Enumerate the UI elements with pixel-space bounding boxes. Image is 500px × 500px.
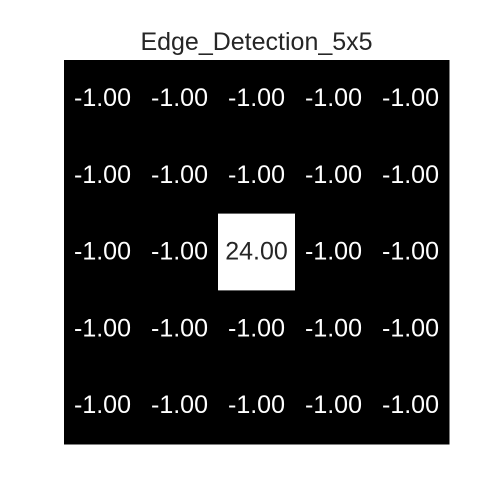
cell-value-label: -1.00	[305, 391, 362, 419]
heatmap-cell-r2-c0	[64, 213, 142, 291]
heatmap-cell-r0-c2	[218, 60, 296, 138]
heatmap-cell-r4-c4	[372, 367, 450, 445]
heatmap-cell-r3-c3	[295, 290, 373, 368]
cell-value-label: -1.00	[74, 84, 131, 112]
heatmap-cell-r1-c3	[295, 136, 373, 215]
heatmap-cell-r2-c2	[218, 213, 296, 291]
cell-value-label: -1.00	[74, 161, 131, 189]
heatmap-cell-r3-c0	[64, 290, 142, 368]
cell-value-label: -1.00	[151, 314, 208, 342]
cell-value-label: -1.00	[74, 391, 131, 419]
cell-value-label: -1.00	[228, 84, 285, 112]
cell-value-label: -1.00	[305, 238, 362, 266]
heatmap-cell-r0-c0	[64, 60, 142, 138]
cell-value-label: -1.00	[382, 391, 439, 419]
cell-value-label: -1.00	[382, 161, 439, 189]
heatmap-cell-r4-c2	[218, 367, 296, 445]
cell-value-label: -1.00	[228, 391, 285, 419]
cell-value-label: -1.00	[382, 238, 439, 266]
cell-value-label: -1.00	[228, 314, 285, 342]
cell-value-label: -1.00	[151, 84, 208, 112]
heatmap-cell-r2-c4	[372, 213, 450, 291]
heatmap-cell-r2-c3	[295, 213, 373, 291]
chart-title: Edge_Detection_5x5	[140, 28, 373, 56]
cell-value-label: -1.00	[305, 314, 362, 342]
heatmap-cell-r0-c3	[295, 60, 373, 138]
heatmap-cell-r3-c4	[372, 290, 450, 368]
cell-value-label: -1.00	[74, 238, 131, 266]
cell-value-label: -1.00	[151, 238, 208, 266]
cell-value-label: 24.00	[225, 238, 288, 266]
heatmap-cell-r4-c1	[141, 367, 219, 445]
heatmap-cell-r3-c1	[141, 290, 219, 368]
cell-value-label: -1.00	[382, 84, 439, 112]
cell-value-label: -1.00	[305, 84, 362, 112]
cell-value-label: -1.00	[228, 161, 285, 189]
cell-value-label: -1.00	[151, 161, 208, 189]
heatmap-cell-r1-c4	[372, 136, 450, 215]
heatmap-cell-r4-c3	[295, 367, 373, 445]
heatmap-cell-r4-c0	[64, 367, 142, 445]
heatmap-cell-r0-c4	[372, 60, 450, 138]
cell-value-label: -1.00	[151, 391, 208, 419]
heatmap-cell-r0-c1	[141, 60, 219, 138]
heatmap-cell-r2-c1	[141, 213, 219, 291]
heatmap-cell-r1-c2	[218, 136, 296, 215]
cell-value-label: -1.00	[305, 161, 362, 189]
cell-value-label: -1.00	[382, 314, 439, 342]
heatmap-cell-r1-c0	[64, 136, 142, 215]
cell-value-label: -1.00	[74, 314, 131, 342]
heatmap-cell-r3-c2	[218, 290, 296, 368]
heatmap-cell-r1-c1	[141, 136, 219, 215]
